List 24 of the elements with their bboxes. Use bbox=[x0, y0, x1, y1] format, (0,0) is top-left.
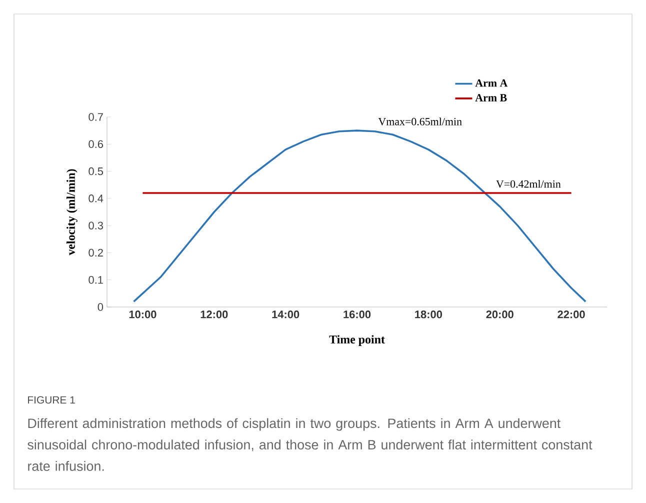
legend-label: Arm A bbox=[475, 79, 508, 87]
y-tick-label: 0.7 bbox=[88, 113, 103, 121]
x-tick-label: 18:00 bbox=[415, 310, 442, 318]
y-tick-label: 0 bbox=[98, 303, 104, 311]
x-tick-label: 10:00 bbox=[129, 310, 156, 318]
y-tick-label: 0.4 bbox=[88, 194, 104, 202]
text: Different administration methods of cisplatin in two groups. Patients in Arm A underwent sinusoidal chrono-modulated infusion, and those in Arm B underwent flat intermittent constant rate infusion. bbox=[28, 418, 592, 471]
y-tick-label: 0.3 bbox=[88, 222, 103, 230]
line-series bbox=[132, 130, 586, 302]
y-axis-title: velocity (ml/min) bbox=[66, 169, 78, 256]
x-tick-label: 20:00 bbox=[486, 310, 514, 318]
annotation: Vmax=0.65ml/min bbox=[378, 118, 462, 126]
x-tick-label: 12:00 bbox=[200, 310, 228, 318]
y-tick-label: 0.6 bbox=[88, 140, 103, 148]
legend-label: Arm B bbox=[475, 94, 507, 102]
x-tick-label: 14:00 bbox=[272, 310, 300, 318]
y-tick-label: 0.2 bbox=[88, 248, 103, 257]
y-tick-label: 0.1 bbox=[88, 276, 103, 284]
y-tick-label: 0.5 bbox=[88, 167, 104, 176]
x-tick-label: 16:00 bbox=[344, 310, 371, 318]
caption: FIGURE 1 bbox=[28, 396, 75, 404]
x-axis-title: Time point bbox=[329, 335, 385, 346]
x-tick-label: 22:00 bbox=[558, 310, 585, 318]
annotation: V=0.42ml/min bbox=[496, 180, 561, 188]
